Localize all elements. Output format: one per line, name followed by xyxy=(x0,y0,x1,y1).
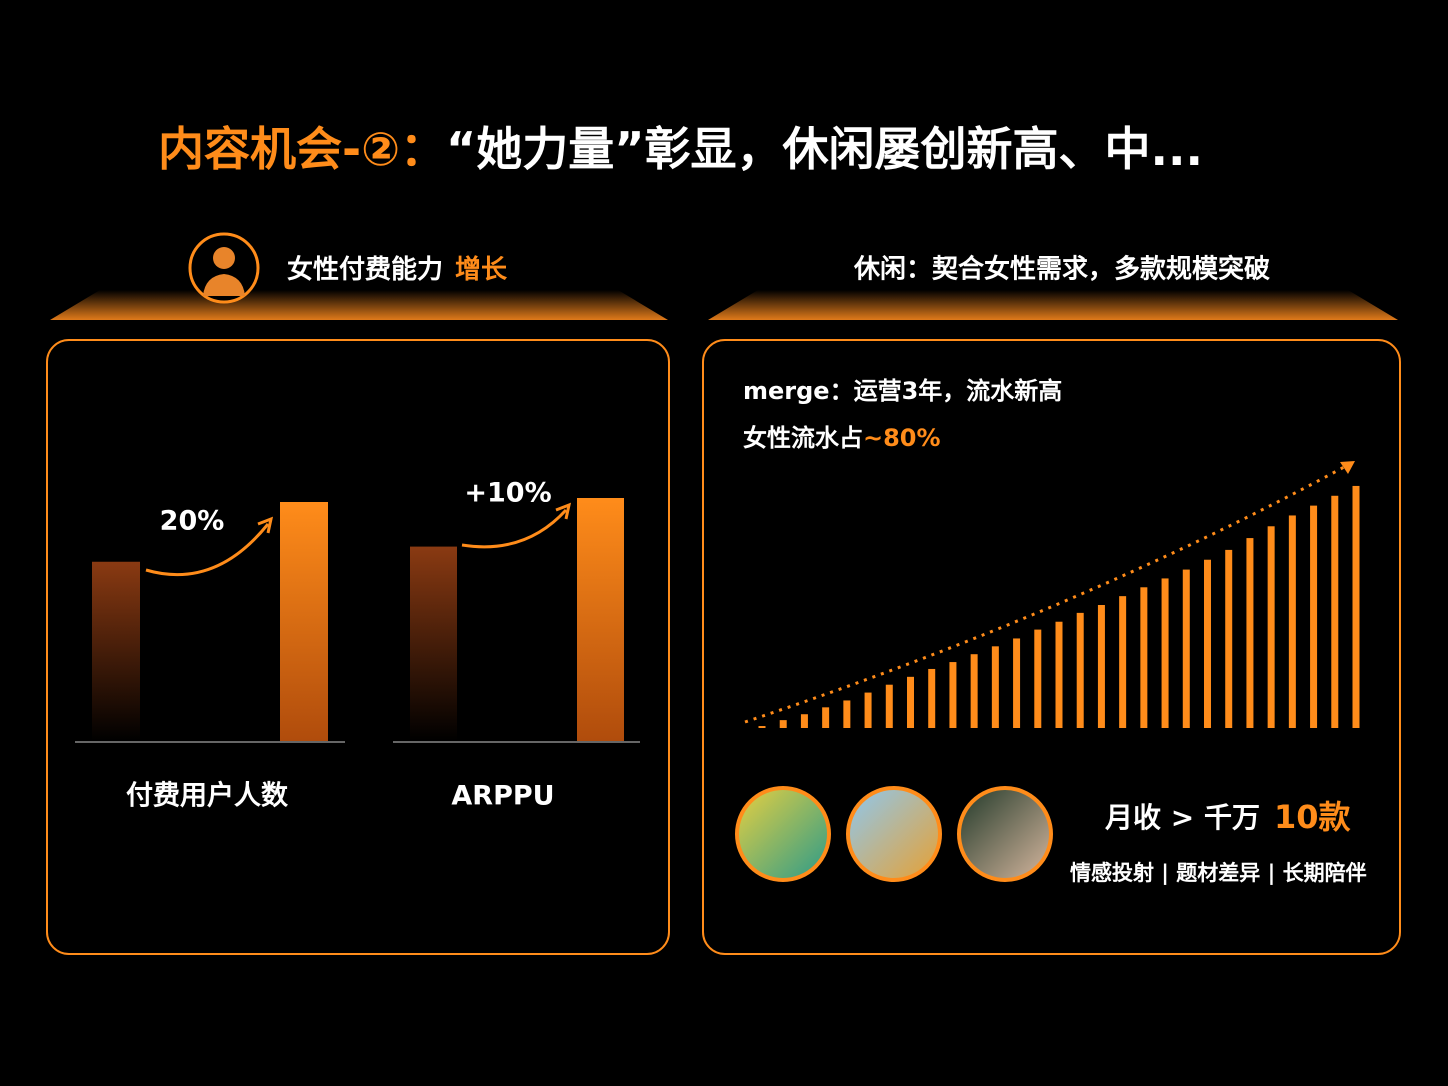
bar xyxy=(1204,559,1211,728)
left-header-text: 女性付费能力 xyxy=(287,254,443,285)
bar xyxy=(1034,629,1042,728)
note-highlight: ~80% xyxy=(863,424,941,452)
footer-label: 月收 > 千万 10款 xyxy=(1104,798,1351,836)
x-label: 付费用户人数 xyxy=(126,780,289,812)
left-panel xyxy=(46,339,670,955)
game-avatar xyxy=(846,786,942,882)
footer-text: 月收 > 千万 xyxy=(1104,801,1260,834)
header-band xyxy=(50,290,668,320)
bar xyxy=(758,726,766,728)
bar xyxy=(1076,612,1084,728)
game-avatar xyxy=(735,786,831,882)
title-main: “她力量”彰显，休闲屡创新高、中... xyxy=(446,122,1203,176)
title-prefix: 内容机会-②： xyxy=(158,122,446,176)
bar xyxy=(928,668,936,728)
bar xyxy=(92,561,140,741)
right-panel xyxy=(702,339,1401,955)
growth-arrow-head xyxy=(555,502,572,520)
growth-arrow xyxy=(145,523,270,577)
bar xyxy=(1140,587,1148,728)
bar xyxy=(577,498,624,741)
bar xyxy=(1013,638,1021,728)
bar xyxy=(1267,526,1275,728)
growth-arrow xyxy=(461,508,568,549)
bar xyxy=(991,646,999,728)
bar xyxy=(885,684,893,728)
growth-label: +10% xyxy=(464,478,551,509)
bar xyxy=(1055,621,1063,728)
note-line: merge：运营3年，流水新高 xyxy=(743,377,1062,405)
footer-tags: 情感投射 | 题材差异 | 长期陪伴 xyxy=(1070,861,1367,886)
game-avatar xyxy=(957,786,1053,882)
bar xyxy=(280,502,328,741)
bar xyxy=(822,707,830,728)
header-band xyxy=(708,290,1398,320)
x-label: ARPPU xyxy=(451,781,554,812)
bar xyxy=(1119,596,1127,728)
bar xyxy=(1097,605,1105,728)
bar xyxy=(1352,485,1360,728)
bar xyxy=(800,714,808,728)
bar xyxy=(949,662,957,728)
left-header-highlight: 增长 xyxy=(455,254,508,285)
growth-label: 20% xyxy=(160,506,225,537)
bar xyxy=(410,546,457,741)
bar xyxy=(970,654,978,728)
bar xyxy=(864,692,872,728)
bar xyxy=(1225,549,1233,728)
bar xyxy=(843,700,851,728)
bar xyxy=(1182,569,1190,728)
trend-line xyxy=(744,464,1347,724)
bar xyxy=(1288,515,1296,728)
bar xyxy=(1331,495,1339,728)
left-header: 女性付费能力 增长 xyxy=(287,254,508,285)
right-header: 休闲：契合女性需求，多款规模突破 xyxy=(853,254,1270,285)
growth-arrow-head xyxy=(257,516,274,534)
trend-arrow-head xyxy=(1340,461,1355,474)
note-text: 女性流水占 xyxy=(743,424,863,452)
note-line: 女性流水占~80% xyxy=(743,424,941,452)
footer-highlight: 10款 xyxy=(1274,798,1351,836)
person-icon xyxy=(188,232,260,304)
bar xyxy=(1310,505,1318,728)
bar xyxy=(907,676,914,728)
slide-title: 内容机会-②：“她力量”彰显，休闲屡创新高、中... xyxy=(158,122,1203,176)
bar xyxy=(1246,538,1254,728)
bar xyxy=(779,720,787,728)
bar xyxy=(1161,578,1169,728)
